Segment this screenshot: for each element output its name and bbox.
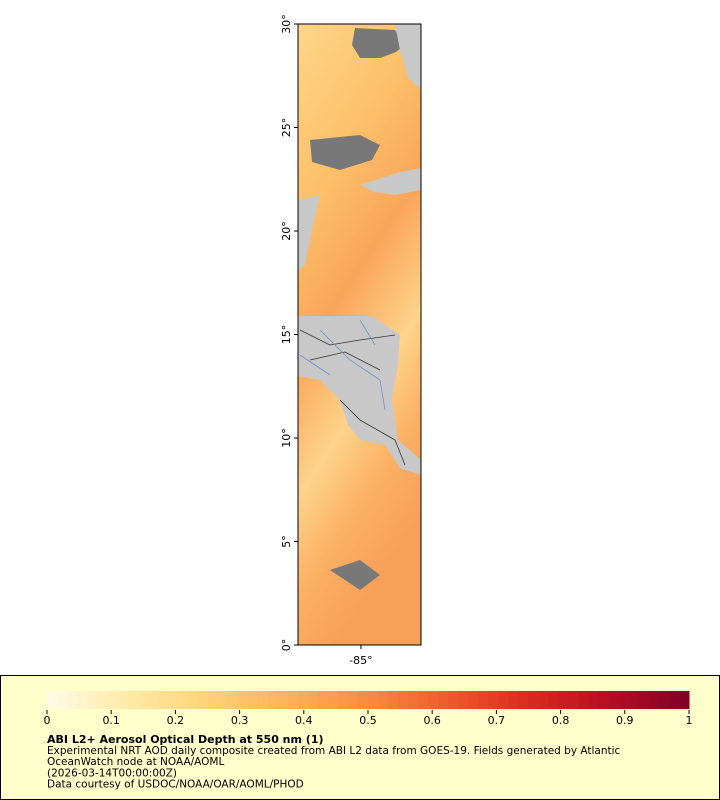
colorbar-step	[518, 691, 529, 709]
colorbar-step	[558, 691, 570, 709]
colorbar-step	[67, 691, 78, 709]
colorbar-step	[167, 691, 178, 709]
colorbar-tick-label: 0.8	[552, 714, 570, 727]
legend-line: Data courtesy of USDOC/NOAA/OAR/AOML/PHO…	[47, 779, 304, 791]
colorbar-step	[247, 691, 259, 709]
colorbar-step	[468, 691, 479, 709]
colorbar-step	[488, 691, 499, 709]
colorbar-step	[207, 691, 219, 709]
colorbar-step	[127, 691, 138, 709]
colorbar-step	[77, 691, 88, 709]
lat-tick-label: 30°	[280, 14, 293, 34]
colorbar-step	[357, 691, 369, 709]
legend-line: (2026-03-14T00:00:00Z)	[47, 767, 177, 779]
map-image	[298, 24, 421, 645]
colorbar-step	[608, 691, 620, 709]
colorbar-step	[307, 691, 319, 709]
colorbar-step	[97, 691, 108, 709]
colorbar-step	[87, 691, 98, 709]
lat-tick-label: 0°	[280, 639, 293, 652]
colorbar-step	[678, 691, 690, 709]
colorbar-step	[57, 691, 68, 709]
colorbar-step	[668, 691, 680, 709]
colorbar-step	[257, 691, 269, 709]
colorbar-step	[388, 691, 399, 709]
colorbar-step	[658, 691, 670, 709]
colorbar-step	[618, 691, 630, 709]
legend-line: Experimental NRT AOD daily composite cre…	[47, 745, 621, 757]
colorbar-step	[638, 691, 650, 709]
colorbar-tick-label: 1	[686, 714, 693, 727]
colorbar-step	[548, 691, 560, 709]
colorbar-step	[398, 691, 409, 709]
colorbar-step	[237, 691, 249, 709]
lon-tick-label: -85°	[349, 654, 372, 667]
colorbar-step	[508, 691, 519, 709]
colorbar-tick-label: 0.1	[102, 714, 120, 727]
colorbar-step	[327, 691, 339, 709]
lat-tick-label: 25°	[280, 118, 293, 138]
colorbar-step	[267, 691, 279, 709]
colorbar-tick-label: 0	[44, 714, 51, 727]
colorbar-step	[648, 691, 660, 709]
legend-title: ABI L2+ Aerosol Optical Depth at 550 nm …	[47, 733, 324, 746]
colorbar-step	[317, 691, 329, 709]
colorbar-step	[107, 691, 118, 709]
colorbar-step	[187, 691, 198, 709]
colorbar-step	[528, 691, 540, 709]
colorbar-step	[538, 691, 550, 709]
legend-lines: Experimental NRT AOD daily composite cre…	[47, 745, 621, 791]
lat-tick-label: 20°	[280, 221, 293, 241]
colorbar-step	[498, 691, 509, 709]
colorbar-step	[137, 691, 148, 709]
colorbar-tick-label: 0.2	[167, 714, 185, 727]
colorbar-step	[448, 691, 459, 709]
legend-line: OceanWatch node at NOAA/AOML	[47, 756, 224, 768]
colorbar-step	[47, 691, 58, 709]
colorbar-step	[428, 691, 439, 709]
colorbar-step	[217, 691, 229, 709]
colorbar-step	[598, 691, 610, 709]
colorbar-tick-label: 0.9	[616, 714, 634, 727]
lat-tick-label: 15°	[280, 325, 293, 345]
colorbar-tick-label: 0.5	[359, 714, 377, 727]
colorbar-step	[347, 691, 359, 709]
colorbar-step	[438, 691, 449, 709]
lat-tick-label: 5°	[280, 535, 293, 548]
colorbar-step	[568, 691, 580, 709]
colorbar-step	[368, 691, 379, 709]
colorbar-step	[117, 691, 128, 709]
colorbar-step	[458, 691, 469, 709]
colorbar-step	[628, 691, 640, 709]
colorbar-step	[418, 691, 429, 709]
colorbar-tick-label: 0.3	[231, 714, 249, 727]
colorbar-step	[157, 691, 168, 709]
colorbar-step	[177, 691, 188, 709]
colorbar-step	[408, 691, 419, 709]
colorbar-tick-label: 0.4	[295, 714, 313, 727]
colorbar-step	[378, 691, 389, 709]
colorbar-step	[578, 691, 590, 709]
colorbar-step	[227, 691, 239, 709]
lat-tick-label: 10°	[280, 428, 293, 448]
colorbar-step	[588, 691, 600, 709]
colorbar-step	[337, 691, 349, 709]
colorbar-step	[277, 691, 289, 709]
colorbar-step	[287, 691, 299, 709]
colorbar-step	[297, 691, 309, 709]
colorbar-step	[197, 691, 208, 709]
colorbar-tick-label: 0.7	[488, 714, 506, 727]
colorbar-step	[478, 691, 489, 709]
colorbar-step	[147, 691, 158, 709]
colorbar-tick-label: 0.6	[423, 714, 441, 727]
